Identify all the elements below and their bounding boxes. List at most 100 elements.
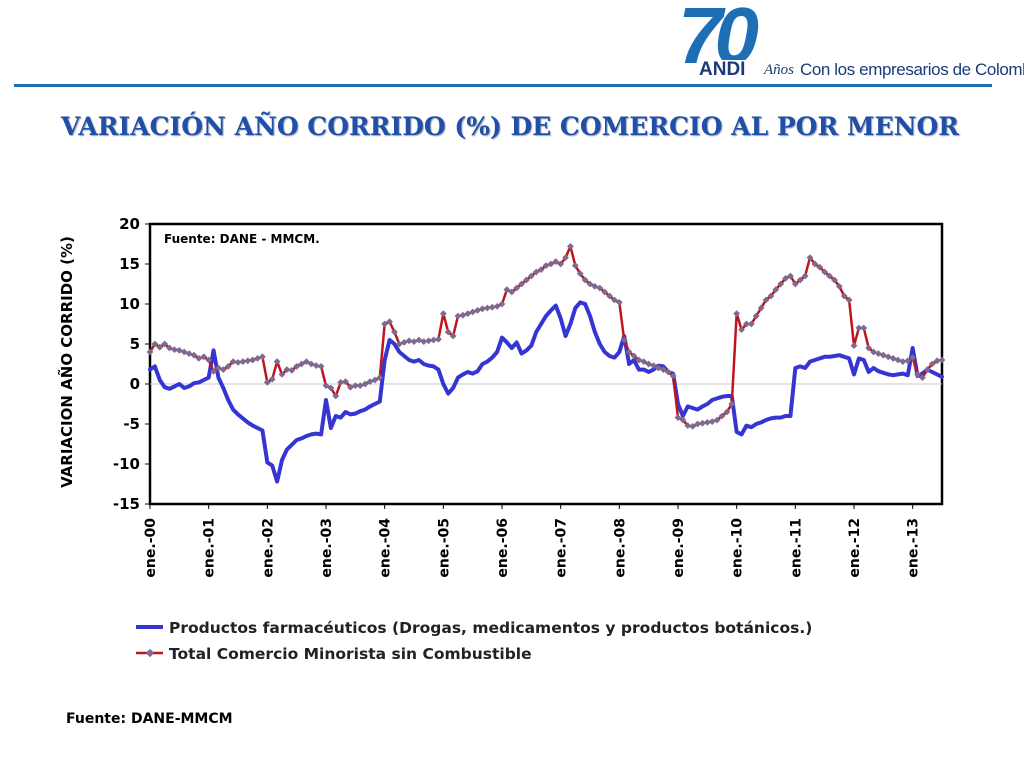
data-point-marker [669,372,677,380]
x-tick-label: ene.-09 [671,518,687,578]
y-tick-label: 10 [119,295,140,313]
data-point-marker [312,362,320,369]
data-point-marker [278,371,286,378]
data-point-marker [532,268,540,276]
chart-annotation: Fuente: DANE - MMCM. [164,232,320,246]
x-tick-label: ene.-08 [612,518,628,578]
header-divider [14,84,992,87]
y-tick-label: 15 [119,255,140,273]
x-tick-label: ene.-06 [495,518,511,578]
data-point-marker [224,363,232,370]
data-point-marker [430,336,437,344]
data-point-marker [664,368,672,376]
data-point-marker [689,423,697,430]
data-point-marker [244,357,252,365]
data-point-marker [576,270,584,277]
data-point-marker [625,348,633,356]
data-point-marker [288,367,296,374]
data-point-marker [777,280,785,288]
data-point-marker [391,328,398,336]
x-tick-label: ene.-00 [143,518,159,578]
data-point-marker [298,360,305,368]
data-point-marker [733,310,741,317]
x-tick-label: ene.-12 [847,518,863,578]
data-point-marker [386,318,393,325]
y-tick-label: 5 [130,335,140,353]
y-tick-label: 0 [130,375,140,393]
x-tick-label: ene.-01 [202,518,218,578]
data-point-marker [493,303,501,310]
data-point-marker [508,288,516,296]
data-point-marker [752,312,760,320]
data-point-marker [376,374,384,381]
data-point-marker [303,358,310,365]
data-point-marker [801,272,809,280]
data-point-marker [713,416,721,424]
data-point-marker [259,353,266,361]
legend-entry: Productos farmacéuticos (Drogas, medicam… [169,619,812,637]
x-axis: ene.-00 ene.-01 ene.-02 ene.-03 ene.-04 ene.-… [143,504,922,578]
data-point-marker [405,337,413,345]
data-point-marker [806,254,814,261]
data-point-marker [263,379,271,386]
data-point-marker [562,254,569,261]
data-point-marker [273,358,281,365]
x-tick-label: ene.-10 [730,518,746,578]
data-point-marker [454,312,462,320]
data-point-marker [498,300,506,308]
logo-brand-andi: ANDI [697,59,748,80]
data-point-marker [161,340,169,348]
logo-anos: Años [764,62,794,78]
data-point-marker [909,354,917,361]
y-axis-label: VARIACION AÑO CORRIDO (%) [57,236,76,488]
x-tick-label: ene.-13 [906,518,922,578]
data-point-marker [581,276,589,284]
data-point-marker [200,353,208,361]
x-tick-label: ene.-03 [319,518,335,578]
x-tick-label: ene.-02 [260,518,276,578]
legend-marker [145,648,155,658]
data-point-marker [219,366,227,373]
data-point-marker [821,268,829,276]
legend-entry: Total Comercio Minorista sin Combustible [169,645,532,663]
x-tick-label: ene.-11 [788,518,804,578]
y-tick-label: -15 [113,495,140,513]
data-point-marker [351,382,359,389]
data-point-marker [840,292,848,300]
data-point-marker [557,260,565,268]
footer-source: Fuente: DANE-MMCM [66,711,233,727]
data-point-marker [865,344,873,352]
y-tick-label: 20 [119,215,140,233]
data-point-marker [317,363,325,370]
data-point-marker [420,338,428,345]
data-point-marker [239,358,247,365]
data-point-marker [449,332,457,340]
data-point-marker [513,284,521,292]
legend: Productos farmacéuticos (Drogas, medicam… [136,619,812,663]
data-point-marker [205,356,213,364]
series-line-0 [148,300,944,484]
data-point-marker [483,304,491,312]
data-point-marker [146,348,154,356]
logo-tagline: Con los empresarios de Colombia [800,60,1024,79]
series-layer [146,243,946,484]
data-point-marker [620,336,628,344]
data-point-marker [601,288,609,296]
x-tick-label: ene.-07 [554,518,570,578]
data-point-marker [234,359,242,366]
data-point-marker [332,392,340,400]
y-tick-label: -5 [123,415,140,433]
data-point-marker [845,296,853,304]
x-tick-label: ene.-04 [378,518,394,578]
x-tick-label: ene.-05 [436,518,452,578]
data-point-marker [757,304,765,312]
y-tick-label: -10 [113,455,140,473]
data-point-marker [537,266,545,273]
data-point-marker [439,310,447,317]
data-point-marker [444,328,452,336]
page-title: VARIACIÓN AÑO CORRIDO (%) DE COMERCIO AL… [60,112,960,141]
data-point-marker [933,357,941,365]
y-axis: 20 15 10 5 0 -5 -10 -15 [113,215,150,513]
data-point-marker [171,346,178,353]
